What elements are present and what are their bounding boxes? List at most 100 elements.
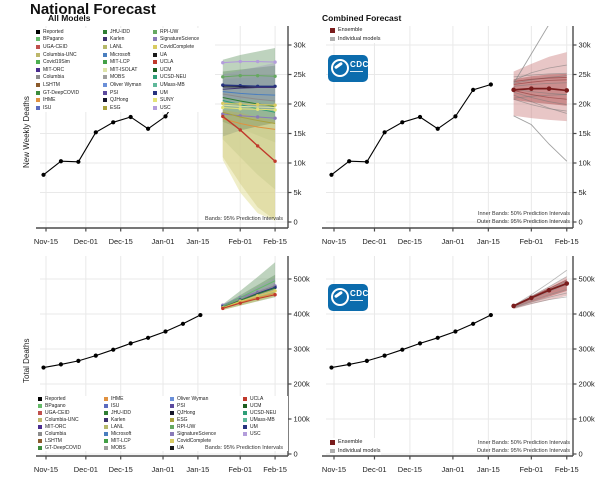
model-forecast-line	[222, 91, 276, 96]
forecast-point	[238, 102, 242, 106]
legend-column: Reported BPagano UGA-CEID Columbia-UNC Covid…	[36, 28, 103, 112]
legend-swatch	[153, 98, 157, 103]
legend-item: Microsoft	[104, 430, 170, 437]
model-forecast-line	[222, 60, 276, 64]
legend-item: USC	[153, 104, 215, 112]
prediction-band	[513, 52, 567, 122]
model-forecast-line	[222, 294, 276, 309]
legend-label: SignatureScience	[160, 36, 200, 43]
y-tick-label: 20k	[294, 100, 306, 109]
legend-label: Reported	[43, 28, 64, 35]
legend-label: PSI	[177, 403, 186, 410]
legend-label: MIT-ORC	[43, 66, 65, 73]
legend-swatch	[103, 90, 107, 95]
model-forecast-line	[222, 107, 276, 111]
legend-swatch	[38, 438, 42, 443]
y-tick-label: 0	[294, 450, 298, 459]
reported-point	[382, 353, 387, 358]
legend-label: LSHTM	[45, 437, 62, 444]
reported-point	[453, 114, 458, 119]
reported-point	[111, 120, 116, 125]
model-forecast-lines	[221, 59, 277, 163]
legend-label: GT-DeepCOVID	[45, 444, 82, 451]
legend-label: MIT-ISOLAT	[110, 66, 138, 73]
legend-swatch	[153, 29, 157, 34]
model-forecast-line	[222, 84, 276, 88]
legend-combined-weekly: Ensemble Individual models	[330, 26, 381, 43]
cdc-emblem-icon	[331, 288, 349, 306]
legend-label: LANL	[110, 43, 123, 50]
legend-label: UMass-MB	[160, 81, 185, 88]
legend-item: Covid19Sim	[36, 58, 103, 66]
x-tick-label: Jan-01	[152, 465, 175, 474]
reported-point	[180, 321, 186, 326]
legend-item: RPI-UW	[153, 28, 215, 36]
reported-series	[329, 312, 493, 370]
legend-label: ESG	[110, 104, 121, 111]
legend-swatch	[104, 425, 108, 429]
legend-label: Reported	[45, 396, 66, 403]
legend-item: MIT-ORC	[36, 66, 103, 74]
legend-label: CovidComplete	[177, 437, 212, 444]
legend-swatch	[36, 29, 40, 34]
legend-column: Ensemble Individual models	[330, 26, 381, 43]
legend-swatch	[170, 418, 174, 423]
prediction-band	[222, 274, 276, 309]
legend-item: BPagano	[36, 36, 103, 44]
forecast-point	[238, 107, 242, 111]
model-forecast-line	[513, 94, 567, 114]
legend-item: UA	[153, 51, 215, 59]
prediction-band	[222, 122, 276, 221]
ensemble-series	[511, 86, 570, 93]
model-forecast-line	[222, 285, 276, 308]
legend-column: IHME ISU JHU-IDD Karlen LANL Microsoft MIT-LCP…	[104, 396, 170, 451]
model-forecast-line	[222, 287, 276, 308]
legend-swatch	[38, 425, 42, 429]
legend-swatch	[104, 397, 108, 402]
y-tick-label: 30k	[294, 41, 306, 50]
legend-swatch	[153, 44, 157, 49]
legend-item: BPagano	[38, 403, 104, 410]
axes: 500k 400k 300k 200k 100k 0 Nov-15 Dec-01 Dec-15 J…	[322, 256, 595, 474]
reported-point	[488, 312, 493, 318]
ensemble-point	[529, 295, 534, 301]
x-tick-label: Feb-15	[263, 465, 287, 474]
legend-label: IHME	[43, 97, 56, 104]
legend-item: JHU-IDD	[104, 410, 170, 417]
legend-swatch	[170, 411, 174, 416]
x-tick-label: Dec-15	[109, 465, 133, 474]
x-tick-label: Feb-01	[519, 465, 543, 474]
legend-item: SignatureScience	[170, 430, 243, 437]
axes: 30k 25k 20k 15k 10k 5k 0 Nov-15 Dec-01 Dec-15 Jan-…	[34, 26, 306, 246]
reported-line	[331, 84, 492, 176]
legend-item: MIT-ISOLAT	[103, 66, 153, 74]
reported-point	[329, 172, 334, 177]
legend-item: MOBS	[104, 444, 170, 451]
legend-combined-total: Ensemble Individual models	[330, 438, 381, 455]
cdc-logo-text: CDC	[350, 289, 369, 298]
legend-label: Columbia-UNC	[45, 417, 79, 424]
legend-label: LSHTM	[43, 81, 60, 88]
legend-swatch	[153, 105, 157, 110]
cdc-logo: CDC	[328, 55, 368, 82]
legend-item: UCM	[243, 403, 288, 410]
chart-all-models-total: 500k 400k 300k 200k 100k 0 Nov-15 Dec-01 Dec-15 J…	[34, 256, 310, 474]
legend-item: PSI	[103, 89, 153, 97]
legend-all-models-total: Reported BPagano UGA-CEID Columbia-UNC MIT-O…	[38, 396, 288, 452]
legend-label: UGA-CEID	[45, 410, 70, 417]
legend-label: UM	[250, 424, 258, 430]
reported-point	[93, 353, 98, 358]
legend-swatch	[36, 90, 40, 95]
model-forecast-line	[513, 98, 567, 112]
legend-label: MIT-LCP	[110, 59, 130, 66]
legend-label: QJHong	[110, 97, 129, 104]
cdc-logo-text: CDC	[350, 60, 369, 69]
forecast-point	[273, 103, 277, 107]
y-tick-label: 400k	[579, 310, 596, 319]
legend-item: ESG	[170, 417, 243, 424]
legend-label: Microsoft	[110, 51, 131, 58]
ensemble-point	[511, 303, 516, 309]
legend-item: Columbia-UNC	[36, 51, 103, 59]
forecast-point	[238, 73, 242, 78]
y-tick-label: 5k	[294, 188, 302, 197]
